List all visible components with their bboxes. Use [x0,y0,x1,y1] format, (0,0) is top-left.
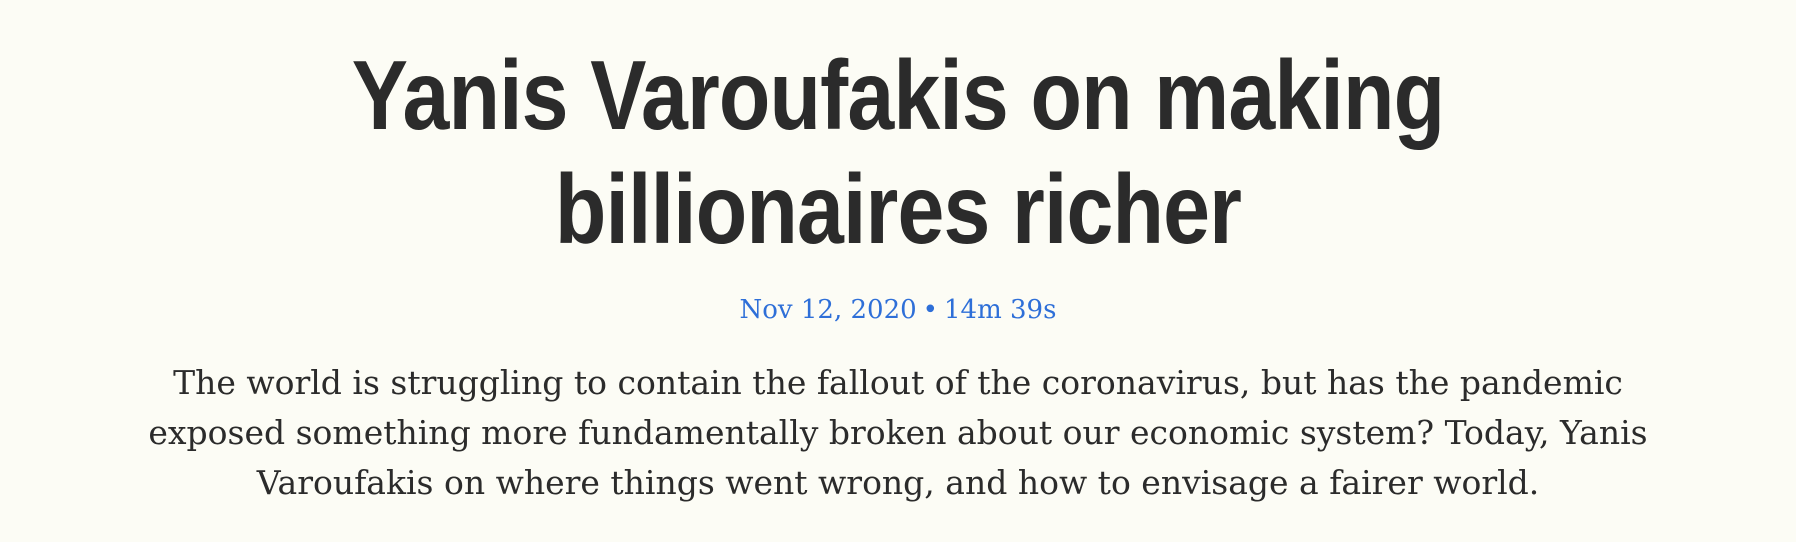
episode-meta: Nov 12, 2020 • 14m 39s [0,293,1796,327]
meta-separator: • [922,295,939,325]
episode-date: Nov 12, 2020 [739,295,917,325]
episode-title: Yanis Varoufakis on making billionaires … [351,40,1445,264]
episode-description: The world is struggling to contain the f… [148,363,1648,502]
episode-duration: 14m 39s [944,295,1057,325]
